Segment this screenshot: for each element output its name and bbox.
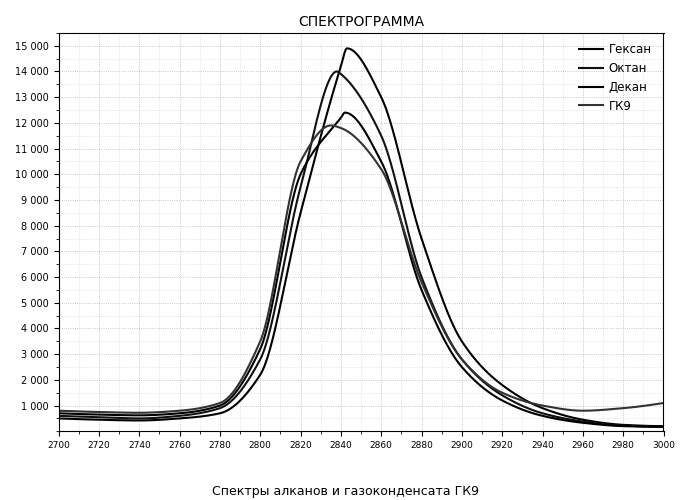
Декан	[417, 287, 426, 293]
Legend: Гексан, Октан, Декан, ГК9: Гексан, Октан, Декан, ГК9	[579, 43, 651, 112]
Line: ГК9: ГК9	[59, 126, 664, 413]
ГК9	[55, 408, 63, 414]
Октан	[660, 424, 668, 430]
Октан	[164, 414, 172, 420]
Декан	[448, 350, 456, 356]
Гексан	[448, 320, 456, 326]
Line: Октан: Октан	[59, 72, 664, 426]
Гексан	[286, 258, 294, 264]
Октан	[552, 414, 560, 420]
Декан	[286, 210, 294, 216]
ГК9	[135, 410, 144, 416]
Гексан	[417, 236, 426, 242]
Title: СПЕКТРОГРАММА: СПЕКТРОГРАММА	[298, 15, 424, 29]
Гексан	[343, 46, 351, 52]
Декан	[552, 416, 560, 422]
Line: Гексан: Гексан	[59, 48, 664, 426]
ГК9	[164, 408, 172, 414]
ГК9	[286, 196, 294, 202]
Декан	[55, 410, 63, 416]
ГК9	[327, 122, 335, 128]
Line: Декан: Декан	[59, 112, 664, 427]
Октан	[333, 68, 341, 74]
Декан	[164, 411, 172, 417]
Декан	[341, 110, 349, 116]
Декан	[506, 402, 514, 407]
ГК9	[660, 400, 668, 406]
ГК9	[417, 280, 426, 285]
Октан	[286, 232, 294, 238]
ГК9	[448, 342, 456, 348]
Text: Спектры алканов и газоконденсата ГК9: Спектры алканов и газоконденсата ГК9	[212, 485, 478, 498]
Октан	[506, 397, 514, 403]
Гексан	[552, 410, 560, 416]
Октан	[448, 342, 456, 348]
ГК9	[552, 405, 560, 411]
Декан	[660, 424, 668, 430]
Гексан	[506, 388, 514, 394]
Октан	[55, 413, 63, 419]
Октан	[417, 274, 426, 280]
ГК9	[506, 393, 514, 399]
Гексан	[55, 416, 63, 422]
Гексан	[660, 423, 668, 429]
Гексан	[164, 416, 172, 422]
